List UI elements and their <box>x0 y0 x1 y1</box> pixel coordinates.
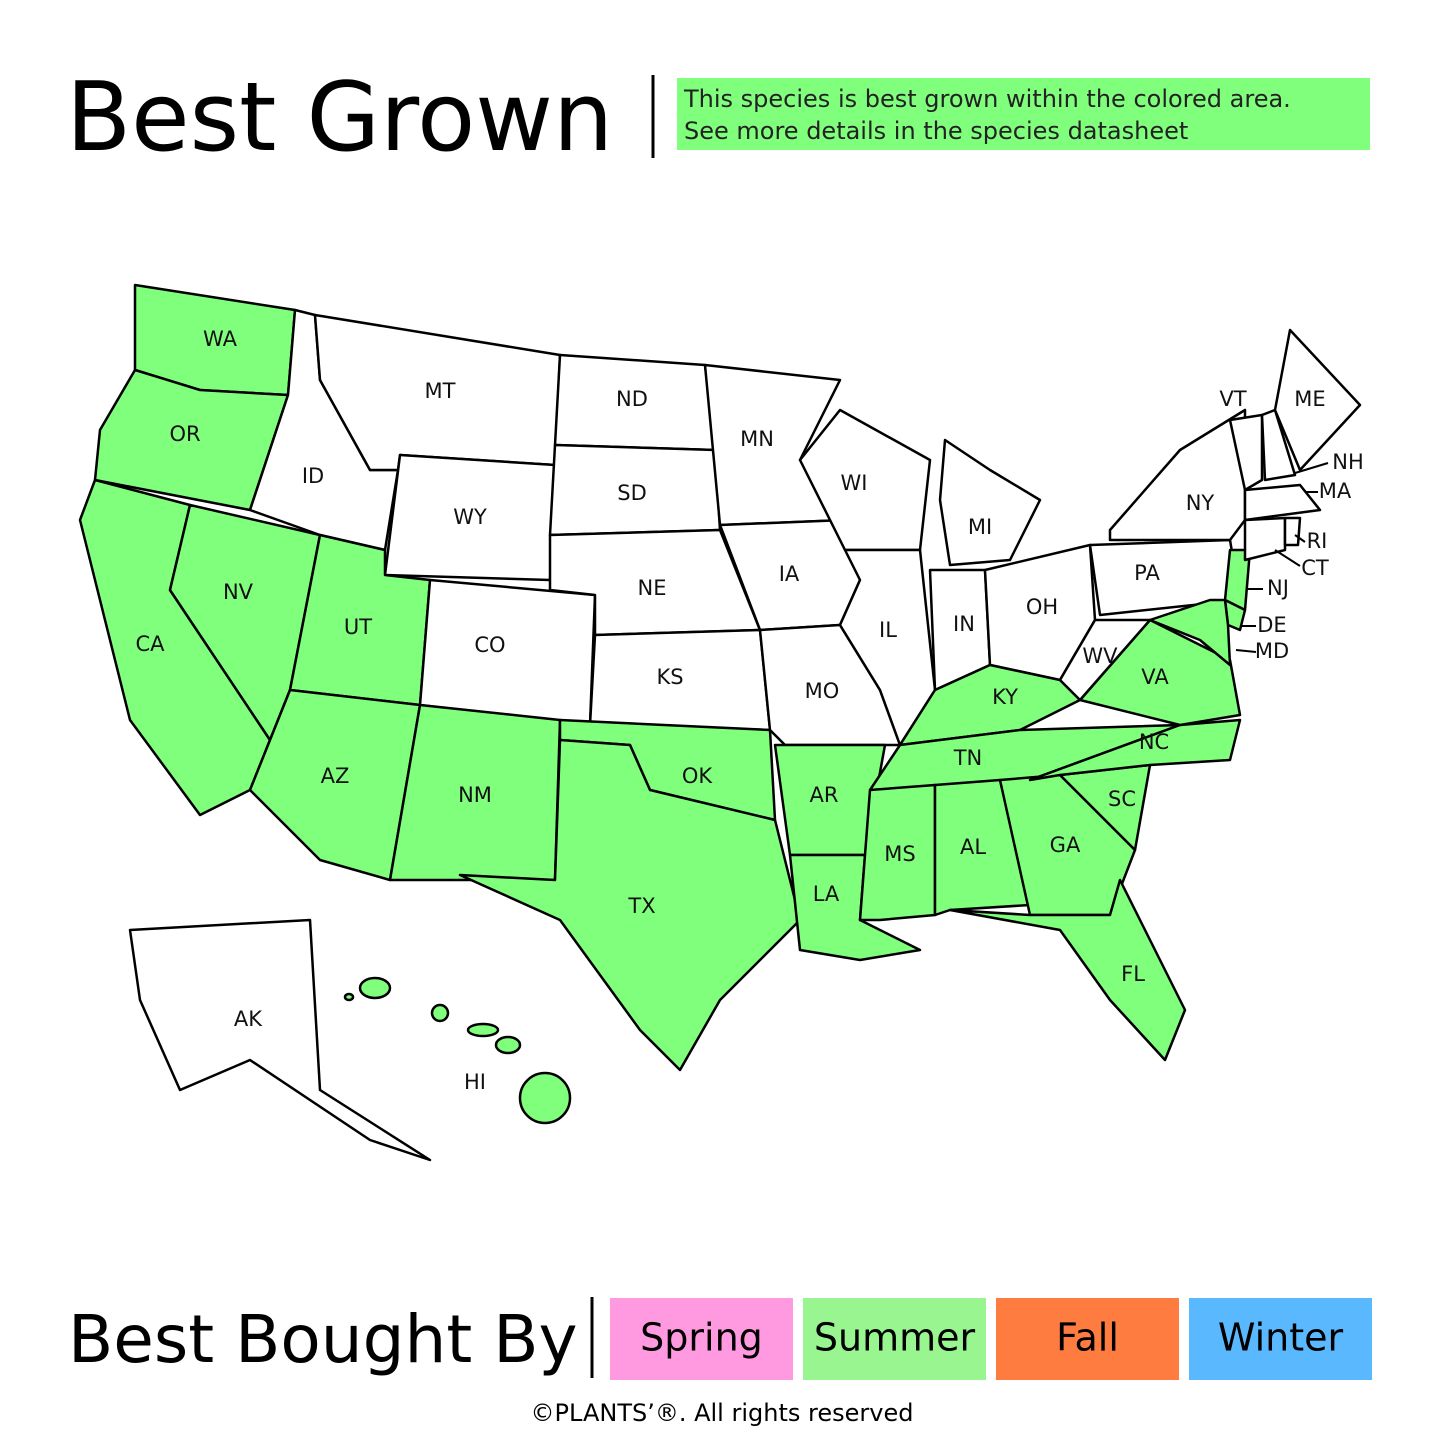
state <box>458 738 802 1072</box>
leader-lines <box>1235 462 1329 653</box>
state-label: NJ <box>1267 576 1289 600</box>
state <box>938 438 1042 567</box>
island <box>494 1035 522 1055</box>
state-label: PA <box>1134 561 1160 585</box>
state-label: IN <box>953 612 975 636</box>
state-label: MI <box>968 515 992 539</box>
island <box>466 1022 500 1038</box>
island <box>518 1071 572 1125</box>
state-label: SD <box>617 481 647 505</box>
state <box>1243 516 1287 562</box>
state-label: CO <box>474 633 505 657</box>
season-label: Spring <box>640 1316 763 1360</box>
state-label: CT <box>1301 556 1329 580</box>
state-label: RI <box>1307 529 1328 553</box>
state-label: TX <box>627 894 655 918</box>
state-label: KS <box>656 665 683 689</box>
seasons: Spring Summer Fall Winter <box>610 1298 1372 1380</box>
state-label: NE <box>638 576 667 600</box>
state-label: NM <box>458 783 492 807</box>
state-label: WY <box>453 505 487 529</box>
state-label: VT <box>1219 387 1246 411</box>
state <box>1148 598 1232 667</box>
state <box>1273 328 1362 472</box>
state-label: WA <box>203 327 238 351</box>
state-label: HI <box>464 1070 486 1094</box>
state-label: NY <box>1186 491 1215 515</box>
state-label: ID <box>302 464 324 488</box>
state <box>798 408 932 552</box>
state-label: ND <box>616 387 648 411</box>
state-label: WI <box>841 471 868 495</box>
footer-title: Best Bought By <box>68 1301 578 1378</box>
state-label: MN <box>740 427 774 451</box>
note-box <box>677 78 1370 150</box>
season-box <box>996 1298 1179 1380</box>
season-box <box>610 1298 793 1380</box>
state <box>1243 483 1322 522</box>
state-label: NV <box>223 580 254 604</box>
state <box>1228 413 1264 492</box>
season-label: Fall <box>1056 1316 1119 1360</box>
state-label: SC <box>1108 787 1136 811</box>
copyright: ©PLANTS’®. All rights reserved <box>531 1399 914 1427</box>
state <box>1283 516 1302 547</box>
state-label: MD <box>1255 639 1289 663</box>
state-label: WV <box>1082 644 1118 668</box>
states <box>78 283 1362 1162</box>
island <box>358 976 392 1000</box>
state-label: TN <box>953 746 983 770</box>
state-label: MS <box>884 842 915 866</box>
state-label: AK <box>234 1007 263 1031</box>
state-label: LA <box>813 882 840 906</box>
state-label: NC <box>1139 730 1169 754</box>
note-line: See more details in the species datashee… <box>684 117 1188 145</box>
state-label: KY <box>992 685 1018 709</box>
state <box>418 578 597 727</box>
state-label: MA <box>1319 479 1352 503</box>
island <box>430 1003 450 1023</box>
map: WA OR CA NV ID MT WY UT CO AZ NM ND SD NE KS OK TX MN IA MO… <box>78 283 1364 1162</box>
state-label: FL <box>1121 962 1145 986</box>
state-label: ME <box>1294 387 1325 411</box>
state <box>948 878 1187 1062</box>
state-label: OR <box>169 422 200 446</box>
state-label: DE <box>1257 613 1286 637</box>
state-label: AR <box>810 783 839 807</box>
state-labels: WA OR CA NV ID MT WY UT CO AZ NM ND SD NE KS OK TX MN IA MO… <box>135 327 1363 1094</box>
title: Best Grown <box>66 63 613 173</box>
state-label: CA <box>135 632 165 656</box>
state <box>128 918 432 1162</box>
season-label: Winter <box>1218 1316 1344 1360</box>
state-label: MO <box>805 679 840 703</box>
state-label: OK <box>682 764 714 788</box>
season-box <box>803 1298 986 1380</box>
state-label: VA <box>1141 665 1169 689</box>
state-label: NH <box>1332 450 1364 474</box>
state-label: MT <box>425 379 456 403</box>
state <box>1260 408 1297 482</box>
state <box>838 548 937 747</box>
island <box>343 992 355 1002</box>
state-label: IL <box>879 618 897 642</box>
state-label: AL <box>960 835 986 859</box>
season-label: Summer <box>814 1316 976 1360</box>
state-label: OH <box>1026 595 1058 619</box>
state-label: GA <box>1050 833 1081 857</box>
state-label: AZ <box>321 764 350 788</box>
state-label: IA <box>779 562 800 586</box>
state-label: UT <box>344 615 372 639</box>
note-line: This species is best grown within the co… <box>683 85 1291 113</box>
season-box <box>1189 1298 1372 1380</box>
